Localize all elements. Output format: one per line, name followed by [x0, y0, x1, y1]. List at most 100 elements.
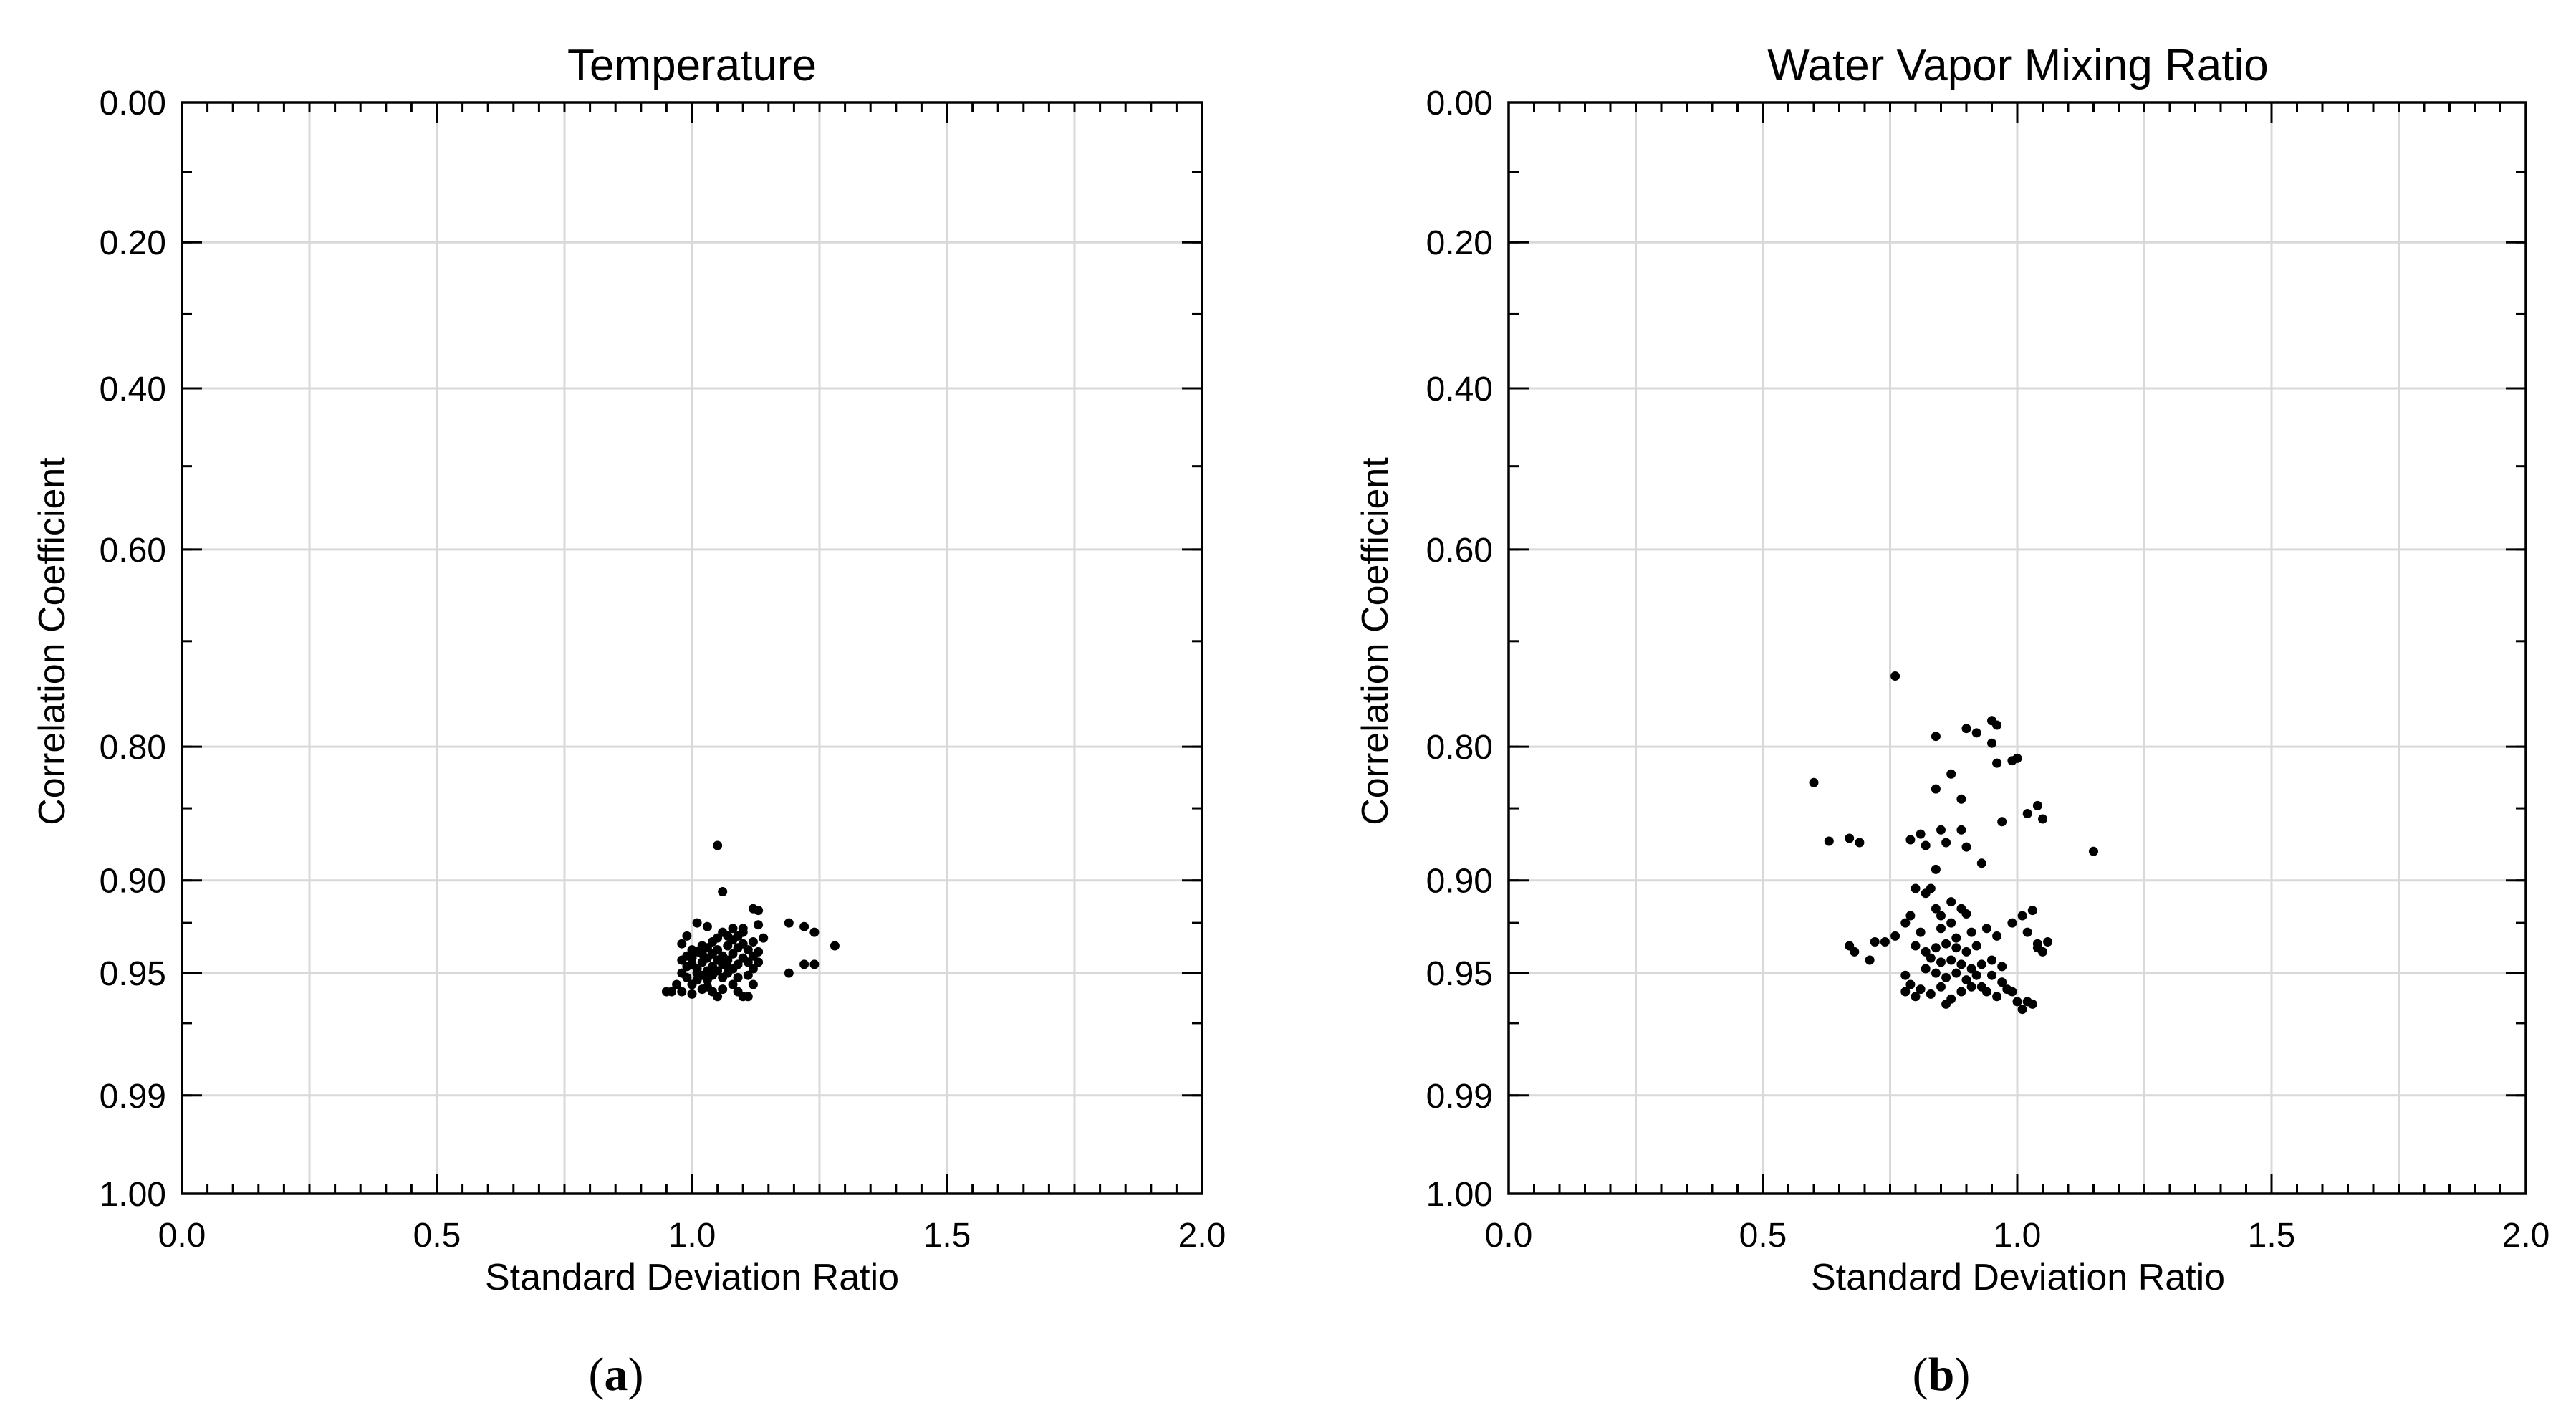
data-point	[2007, 918, 2017, 928]
data-point	[1926, 989, 1936, 999]
y-tick-label: 0.40	[1426, 370, 1493, 408]
data-point	[1809, 777, 1819, 787]
data-point	[799, 921, 809, 931]
data-point	[1936, 911, 1946, 921]
ticks-water-vapor	[1507, 101, 2527, 1195]
data-point	[687, 979, 697, 989]
data-point	[1951, 943, 1961, 953]
y-tick-label: 0.95	[100, 955, 166, 993]
y-tick-label: 0.20	[1426, 224, 1493, 262]
data-point	[1890, 671, 1900, 681]
chart-title-water-vapor: Water Vapor Mixing Ratio	[1767, 41, 2268, 90]
panel-caption-a-letter: a	[605, 1348, 628, 1401]
x-tick-label: 2.0	[1178, 1217, 1226, 1255]
y-tick-label: 0.60	[1426, 532, 1493, 570]
data-point	[1911, 941, 1921, 951]
data-point	[2007, 756, 2017, 766]
data-point	[1905, 911, 1916, 921]
x-tick-label: 0.5	[413, 1217, 461, 1255]
data-point	[1936, 825, 1946, 835]
data-point	[748, 951, 758, 961]
data-point	[2089, 846, 2098, 856]
data-point	[1951, 968, 1961, 978]
data-point	[677, 968, 687, 978]
y-tick-label: 0.60	[100, 532, 166, 570]
data-point	[1921, 947, 1931, 957]
data-point	[748, 937, 758, 947]
data-point	[1905, 835, 1916, 845]
x-tick-label: 1.0	[668, 1217, 716, 1255]
data-point	[1992, 992, 2002, 1002]
data-point	[1900, 987, 1911, 997]
data-point	[1931, 864, 1941, 874]
data-point	[1941, 838, 1951, 848]
data-point	[1946, 897, 1956, 907]
data-point	[1941, 939, 1951, 949]
x-tick-label: 0.0	[158, 1217, 206, 1255]
data-point	[1926, 953, 1936, 963]
data-point	[728, 949, 738, 959]
data-point	[2007, 987, 2017, 997]
data-point	[1961, 975, 1971, 985]
data-point	[702, 921, 712, 931]
x-tick-labels-temperature: 0.0 0.5 1.0 1.5 2.0	[158, 1217, 1226, 1255]
data-point	[1931, 904, 1941, 914]
panel-water-vapor: 0.0 0.5 1.0 1.5 2.0 0.00 0.20 0.40 0.60 0.80 0.90…	[1355, 41, 2549, 1401]
points-water-vapor	[1809, 671, 2098, 1015]
data-point	[718, 972, 728, 982]
data-point	[1905, 979, 1916, 989]
data-point	[1976, 982, 1986, 992]
y-tick-label: 1.00	[1426, 1176, 1493, 1214]
data-point	[1997, 817, 2007, 827]
data-point	[1992, 758, 2002, 768]
data-point	[728, 979, 738, 989]
y-tick-label: 0.40	[100, 370, 166, 408]
data-point	[1956, 959, 1966, 969]
data-point	[672, 979, 682, 989]
data-point	[2017, 1005, 2027, 1015]
data-point	[743, 945, 753, 955]
data-point	[1845, 833, 1855, 843]
data-point	[713, 955, 723, 965]
data-point	[1900, 918, 1911, 928]
y-tick-label: 0.99	[1426, 1078, 1493, 1116]
data-point	[1961, 947, 1971, 957]
data-point	[1987, 955, 1996, 965]
data-point	[1946, 918, 1956, 928]
data-point	[718, 984, 728, 995]
data-point	[748, 979, 758, 989]
data-point	[697, 949, 707, 959]
data-point	[1971, 728, 1981, 738]
data-point	[677, 955, 687, 965]
data-point	[2022, 809, 2032, 818]
data-point	[1966, 927, 1976, 937]
data-point	[1992, 931, 2002, 941]
data-point	[784, 968, 794, 978]
data-point	[2012, 997, 2022, 1007]
y-tick-label: 0.20	[100, 224, 166, 262]
grid-temperature	[182, 102, 1202, 1194]
ticks-temperature	[181, 101, 1203, 1195]
data-point	[1824, 836, 1834, 846]
data-point	[1976, 858, 1986, 868]
y-tick-label: 0.00	[100, 85, 166, 123]
data-point	[1951, 933, 1961, 943]
data-point	[1916, 984, 1926, 995]
data-point	[784, 918, 794, 928]
data-point	[692, 918, 702, 928]
data-point	[1931, 968, 1941, 978]
chart-title-temperature: Temperature	[567, 41, 817, 90]
y-tick-labels-water-vapor: 0.00 0.20 0.40 0.60 0.80 0.90 0.95 0.99 1.00	[1426, 85, 1493, 1214]
panel-caption-b-letter: b	[1928, 1348, 1955, 1401]
data-point	[692, 968, 702, 978]
data-point	[1966, 964, 1976, 974]
data-point	[738, 924, 748, 934]
x-tick-label: 0.0	[1485, 1217, 1533, 1255]
data-point	[1941, 972, 1951, 982]
panel-caption-b: (b)	[1913, 1348, 1971, 1401]
data-point	[1931, 732, 1941, 742]
data-point	[718, 887, 728, 896]
data-point	[754, 957, 764, 967]
data-point	[1997, 977, 2007, 987]
